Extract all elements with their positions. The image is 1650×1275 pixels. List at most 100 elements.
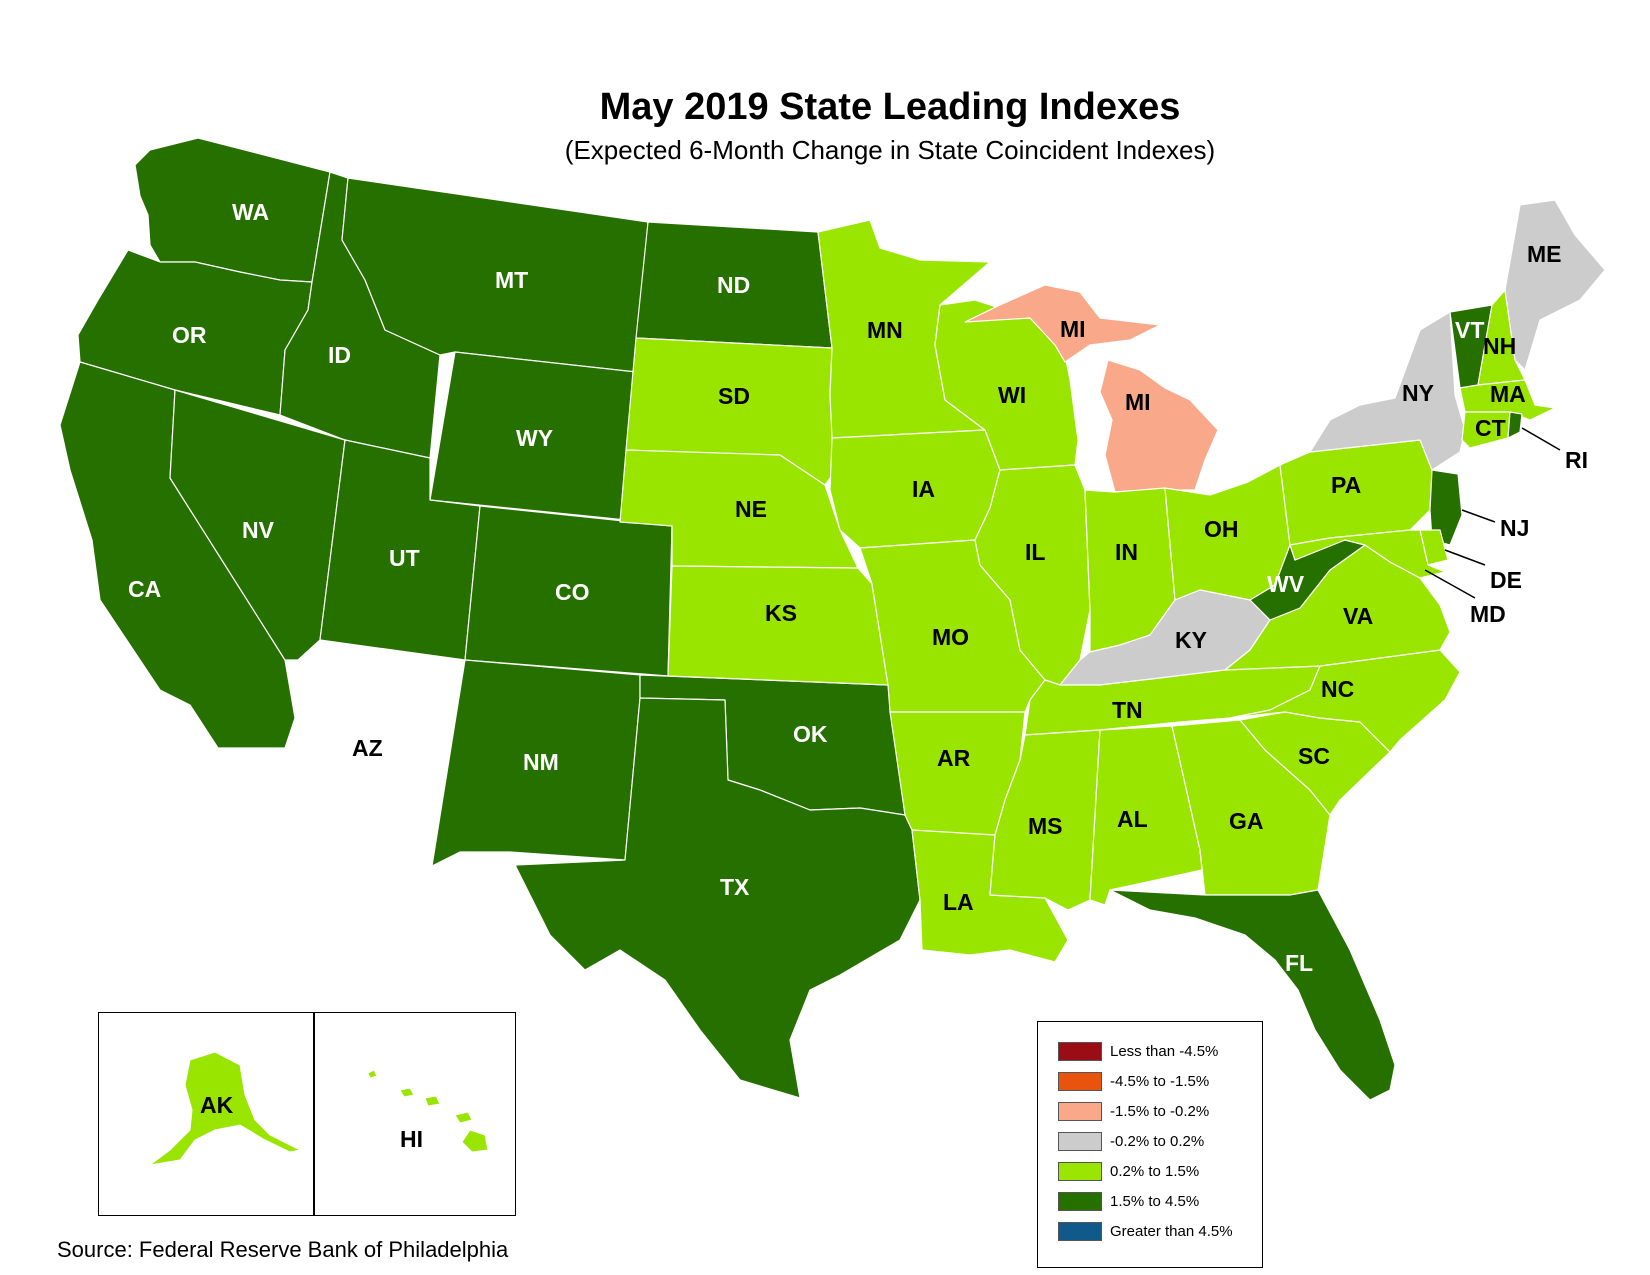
label-IA: IA (912, 476, 935, 502)
state-HI-island-5 (461, 1129, 489, 1153)
legend-item: Less than -4.5% (1058, 1042, 1262, 1072)
legend-swatch (1058, 1222, 1102, 1241)
state-ME (1504, 199, 1606, 371)
source-note: Source: Federal Reserve Bank of Philadel… (57, 1237, 509, 1262)
label-HI: HI (400, 1126, 423, 1152)
label-MT: MT (495, 267, 528, 293)
label-SD: SD (718, 383, 750, 409)
legend-label: -1.5% to -0.2% (1110, 1103, 1210, 1120)
label-MS: MS (1028, 813, 1063, 839)
label-WA: WA (232, 199, 269, 225)
label-CT: CT (1475, 415, 1506, 441)
label-NJ: NJ (1500, 515, 1529, 541)
map-title: May 2019 State Leading Indexes (599, 86, 1181, 128)
legend-label: Greater than 4.5% (1110, 1223, 1233, 1240)
state-HI-island-4 (454, 1111, 473, 1124)
alaska-hawaii-inset (98, 1012, 516, 1216)
legend-label: -0.2% to 0.2% (1110, 1133, 1205, 1150)
nj-pointer-line (1461, 509, 1496, 523)
label-AR: AR (937, 745, 971, 771)
state-TX (514, 697, 921, 1099)
label-ID: ID (328, 342, 351, 368)
legend-item: -0.2% to 0.2% (1058, 1132, 1262, 1162)
legend-swatch (1058, 1072, 1102, 1091)
label-MN: MN (867, 317, 903, 343)
label-LA: LA (943, 889, 974, 915)
ri-pointer-line (1521, 427, 1561, 451)
label-MA: MA (1490, 381, 1526, 407)
state-MD (1289, 529, 1446, 579)
label-AZ: AZ (352, 735, 383, 761)
state-NC (1229, 649, 1461, 753)
label-AK: AK (200, 1092, 234, 1118)
state-AK (149, 1051, 302, 1166)
legend: Less than -4.5% -4.5% to -1.5% -1.5% to … (1037, 1021, 1263, 1268)
label-GA: GA (1229, 808, 1264, 834)
label-TN: TN (1112, 697, 1143, 723)
label-WI: WI (998, 382, 1026, 408)
legend-swatch (1058, 1132, 1102, 1151)
label-MI-lower: MI (1125, 389, 1151, 415)
label-WY: WY (516, 425, 553, 451)
legend-swatch (1058, 1102, 1102, 1121)
label-DE: DE (1490, 567, 1522, 593)
legend-swatch (1058, 1042, 1102, 1061)
legend-label: -4.5% to -1.5% (1110, 1073, 1210, 1090)
label-KY: KY (1175, 627, 1207, 653)
label-NH: NH (1483, 333, 1516, 359)
label-OH: OH (1204, 516, 1239, 542)
state-HI-island-1 (367, 1069, 378, 1079)
state-NJ (1429, 469, 1463, 546)
legend-item: 1.5% to 4.5% (1058, 1192, 1262, 1222)
inset-divider (313, 1013, 315, 1215)
md-pointer-line (1424, 569, 1476, 599)
label-WV: WV (1267, 571, 1305, 597)
label-TX: TX (720, 874, 750, 900)
label-NV: NV (242, 517, 275, 543)
state-MI-lower (1099, 359, 1219, 493)
map-subtitle: (Expected 6-Month Change in State Coinci… (564, 135, 1216, 165)
label-CA: CA (128, 576, 161, 602)
state-HI-island-2 (399, 1087, 415, 1098)
legend-item: -1.5% to -0.2% (1058, 1102, 1262, 1132)
state-NH (1477, 289, 1526, 386)
legend-item: 0.2% to 1.5% (1058, 1162, 1262, 1192)
state-HI-island-3 (424, 1095, 441, 1107)
label-NY: NY (1402, 380, 1434, 406)
label-FL: FL (1285, 950, 1313, 976)
label-ND: ND (717, 272, 750, 298)
state-FL (1109, 889, 1396, 1101)
label-ME: ME (1527, 241, 1562, 267)
label-VT: VT (1455, 317, 1484, 343)
state-NY (1309, 311, 1466, 471)
legend-item: Greater than 4.5% (1058, 1222, 1262, 1252)
label-MD: MD (1470, 601, 1506, 627)
label-MI-upper: MI (1060, 316, 1086, 342)
legend-label: 1.5% to 4.5% (1110, 1193, 1200, 1210)
label-KS: KS (765, 600, 797, 626)
label-SC: SC (1298, 743, 1330, 769)
label-AL: AL (1117, 806, 1148, 832)
label-NM: NM (523, 749, 559, 775)
label-MO: MO (932, 624, 969, 650)
legend-item: -4.5% to -1.5% (1058, 1072, 1262, 1102)
state-RI (1507, 411, 1523, 439)
state-CT (1461, 411, 1511, 449)
label-IN: IN (1115, 539, 1138, 565)
label-VA: VA (1343, 603, 1373, 629)
label-NC: NC (1321, 676, 1354, 702)
label-RI: RI (1565, 447, 1588, 473)
legend-label: Less than -4.5% (1110, 1043, 1219, 1060)
label-OK: OK (793, 721, 828, 747)
label-NE: NE (735, 496, 767, 522)
state-MI-upper (964, 284, 1161, 363)
label-UT: UT (389, 545, 420, 571)
label-IL: IL (1025, 539, 1045, 565)
label-CO: CO (555, 579, 590, 605)
label-PA: PA (1331, 472, 1361, 498)
label-OR: OR (172, 322, 207, 348)
legend-label: 0.2% to 1.5% (1110, 1163, 1200, 1180)
legend-swatch (1058, 1162, 1102, 1181)
de-pointer-line (1444, 549, 1486, 566)
